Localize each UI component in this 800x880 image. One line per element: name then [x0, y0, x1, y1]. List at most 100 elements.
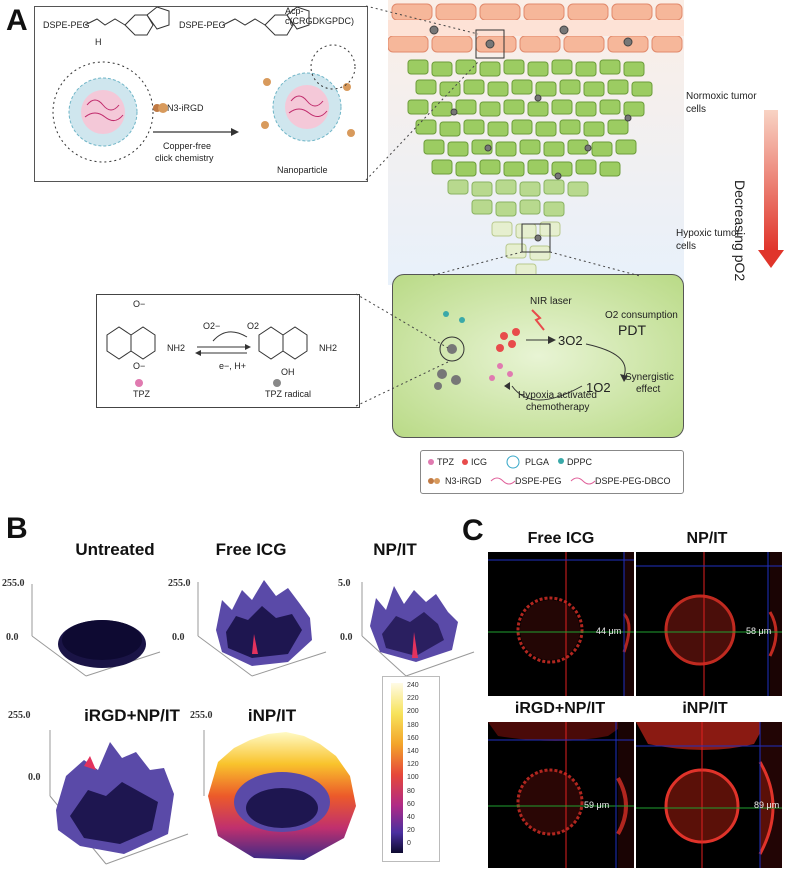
- acp-label: Acp-c(CRGDKGPDC): [285, 6, 354, 26]
- legend-dspe-peg: DSPE-PEG: [515, 476, 562, 486]
- o2-label: O2: [247, 321, 260, 331]
- synergy-label-1: Synergistic: [625, 372, 674, 383]
- po2-gradient-arrow: [758, 110, 784, 268]
- o2-minus-label: O2−: [203, 321, 221, 331]
- plot-title-inp-it: iNP/IT: [247, 706, 297, 725]
- dspe-peg-label-left: DSPE-PEG: [43, 20, 90, 30]
- nh-label: H: [95, 37, 102, 47]
- mechanism-illustration: [434, 309, 628, 401]
- normoxic-label: Normoxic tumor cells: [686, 91, 757, 115]
- panel-a-legend: TPZ ICG PLGA DPPC N3-iRGD DSPE-PEG DSPE-…: [420, 450, 684, 494]
- colorbar-tick: 0: [407, 840, 411, 848]
- tpz-radical-label: TPZ radical: [265, 389, 312, 399]
- colorbar-ticks: 240 220 200 180 160 140 120 100 80 60 40…: [407, 679, 437, 851]
- colorbar-gradient: [391, 683, 403, 853]
- hypoxic-label: Hypoxic tumor cells: [676, 228, 740, 252]
- plot-title-irgd-np-it: iRGD+NP/IT: [84, 706, 180, 725]
- legend-dppc: DPPC: [567, 457, 593, 467]
- colorbar-tick: 100: [407, 774, 419, 782]
- legend-dspe-peg-dbco: DSPE-PEG-DBCO: [595, 476, 671, 486]
- surface-plot-inp-it: [203, 730, 356, 860]
- confocal-title-inp-it: iNP/IT: [682, 700, 728, 717]
- confocal-title-np-it: NP/IT: [686, 530, 728, 547]
- tpz-chemistry-box: O− O2− O2 e−, H+ NH2 NH2 OH O− TPZ TPZ r…: [96, 294, 360, 408]
- confocal-title-irgd-np-it: iRGD+NP/IT: [514, 700, 606, 717]
- colorbar-tick: 180: [407, 721, 419, 729]
- colorbar-tick: 140: [407, 748, 419, 756]
- surface-plot-free-icg: [197, 580, 327, 677]
- tpz-structure: [106, 326, 308, 387]
- confocal-image-np-it: 58 μm: [636, 552, 782, 696]
- o-minus-top: O−: [133, 299, 146, 309]
- colorbar-tick: 20: [407, 827, 415, 835]
- reaction-label-2: click chemistry: [155, 153, 214, 163]
- depth-label-inp-it: 89 μm: [754, 800, 780, 810]
- confocal-drawing: [636, 552, 782, 696]
- plot-title-np-it: NP/IT: [373, 540, 417, 559]
- legend-n3-irgd: N3-iRGD: [445, 476, 482, 486]
- confocal-image-inp-it: 89 μm: [636, 722, 782, 868]
- plot-ymax-free-icg: 255.0: [168, 578, 191, 589]
- plot-ymax-untreated: 255.0: [2, 578, 25, 589]
- legend-plga: PLGA: [525, 457, 550, 467]
- tpz-label: TPZ: [133, 389, 150, 399]
- plot-title-free-icg: Free ICG: [215, 540, 287, 559]
- plot-ymin-free-icg: 0.0: [172, 632, 185, 643]
- legend-icg: ICG: [471, 457, 488, 467]
- dspe-peg-label-right: DSPE-PEG: [179, 20, 226, 30]
- colorbar-tick: 80: [407, 787, 415, 795]
- pdt-label: PDT: [618, 322, 646, 338]
- legend-symbols: [428, 455, 596, 485]
- colorbar-tick: 40: [407, 814, 415, 822]
- connector-lines: [355, 5, 641, 407]
- click-chemistry-box: DSPE-PEG H DSPE-PEG Acp-c(CRGDKGPDC) N3-…: [34, 6, 368, 182]
- colorbar-tick: 160: [407, 734, 419, 742]
- synergy-label-2: effect: [636, 384, 661, 395]
- colorbar-tick: 200: [407, 708, 419, 716]
- plot-ymax-irgd-np-it: 255.0: [8, 710, 31, 721]
- colorbar: 240 220 200 180 160 140 120 100 80 60 40…: [382, 676, 440, 862]
- nh2-left: NH2: [167, 343, 186, 353]
- surface-plot-untreated: [31, 584, 161, 677]
- depth-label-irgd-np-it: 59 μm: [584, 800, 610, 810]
- panel-label-a: A: [6, 4, 28, 37]
- plot-ymax-np-it: 5.0: [338, 578, 351, 589]
- n3-irgd-label: N3-iRGD: [167, 103, 204, 113]
- confocal-title-free-icg: Free ICG: [527, 530, 595, 547]
- colorbar-tick: 240: [407, 682, 419, 689]
- plot-ymin-untreated: 0.0: [6, 632, 19, 643]
- depth-label-np-it: 58 μm: [746, 626, 772, 636]
- confocal-drawing: [488, 722, 634, 868]
- click-chemistry-illustration: [52, 7, 356, 163]
- nh2-right: NH2: [319, 343, 338, 353]
- legend-tpz: TPZ: [437, 457, 454, 467]
- colorbar-tick: 60: [407, 800, 415, 808]
- panel-label-b: B: [6, 512, 28, 545]
- confocal-drawing: [636, 722, 782, 868]
- nanoparticle-label: Nanoparticle: [277, 165, 328, 175]
- surface-plot-np-it: [361, 582, 475, 677]
- reaction-label-1: Copper-free: [163, 141, 212, 151]
- singlet-o2-label: 1O2: [586, 380, 611, 395]
- plot-title-untreated: Untreated: [75, 540, 155, 559]
- confocal-image-irgd-np-it: 59 μm: [488, 722, 634, 868]
- tumor-tissue-illustration: [388, 0, 684, 285]
- o2-consumption-label: O2 consumption: [605, 310, 678, 321]
- colorbar-tick: 220: [407, 695, 419, 703]
- o-minus-bottom: O−: [133, 361, 146, 371]
- hypoxia-label-1: Hypoxia activated: [518, 390, 597, 401]
- plot-ymax-inp-it: 255.0: [190, 710, 213, 721]
- nir-laser-label: NIR laser: [530, 296, 572, 307]
- depth-label-free-icg: 44 μm: [596, 626, 622, 636]
- triplet-o2-label: 3O2: [558, 333, 583, 348]
- mechanism-panel: [392, 274, 684, 438]
- electron-label: e−, H+: [219, 361, 247, 371]
- plot-ymin-irgd-np-it: 0.0: [28, 772, 41, 783]
- confocal-drawing: [488, 552, 634, 696]
- surface-plot-irgd-np-it: [49, 730, 189, 865]
- confocal-image-free-icg: 44 μm: [488, 552, 634, 696]
- colorbar-tick: 120: [407, 761, 419, 769]
- panel-label-c: C: [462, 514, 484, 547]
- oh-label: OH: [281, 367, 295, 377]
- plot-ymin-np-it: 0.0: [340, 632, 353, 643]
